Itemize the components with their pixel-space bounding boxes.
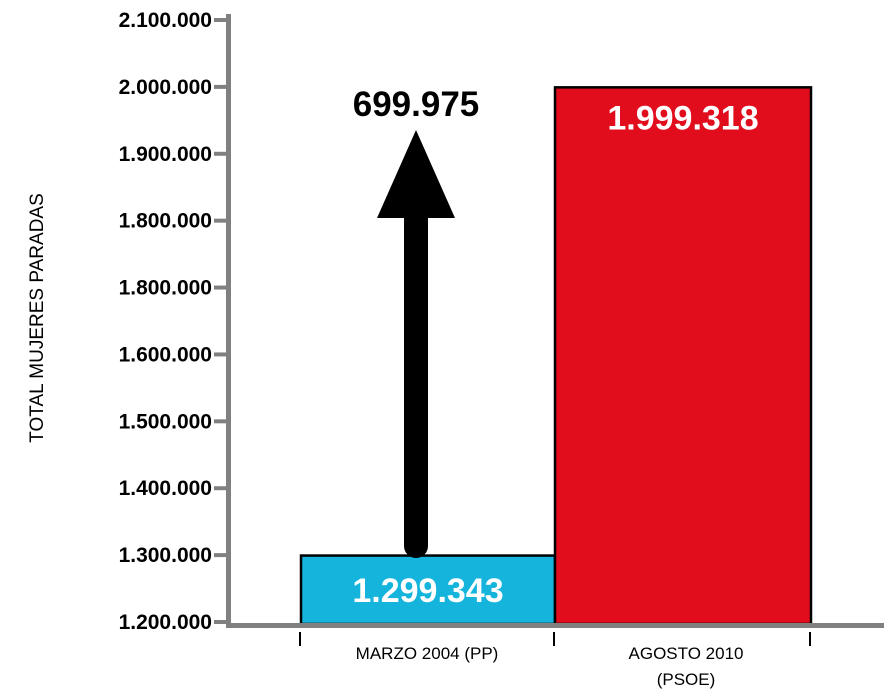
bar (553, 86, 813, 626)
y-tick-label: 2.000.000 (119, 76, 212, 99)
category-label: MARZO 2004 (PP) (356, 644, 499, 663)
y-tick-label: 1.600.000 (119, 343, 212, 366)
y-tick-label: 1.200.000 (119, 611, 212, 634)
bar-data-label: 1.299.343 (352, 572, 503, 610)
bar-data-labels: 1.299.343 1.999.318 (352, 99, 758, 609)
arrow-head (377, 130, 455, 218)
y-tick-label: 2.100.000 (119, 9, 212, 32)
y-tick-label: 1.800.000 (119, 277, 212, 300)
y-tick-label: 1.300.000 (119, 544, 212, 567)
y-tick-label: 1.800.000 (119, 210, 212, 233)
y-axis-title: TOTAL MUJERES PARADAS (27, 193, 48, 443)
y-tick-label: 1.900.000 (119, 143, 212, 166)
difference-label: 699.975 (353, 85, 480, 124)
x-axis-ticks (299, 632, 811, 646)
y-tick-label: 1.400.000 (119, 477, 212, 500)
y-tick-label: 1.500.000 (119, 410, 212, 433)
y-axis-ticks: 1.200.000 1.300.000 1.400.000 1.500.000 1.60… (119, 9, 229, 634)
category-labels: MARZO 2004 (PP) AGOSTO 2010 (PSOE) (356, 644, 744, 689)
bars (299, 86, 813, 626)
category-label: AGOSTO 2010 (PSOE) (629, 644, 744, 689)
increase-arrow: 699.975 (353, 85, 480, 558)
bar-data-label: 1.999.318 (607, 99, 758, 137)
